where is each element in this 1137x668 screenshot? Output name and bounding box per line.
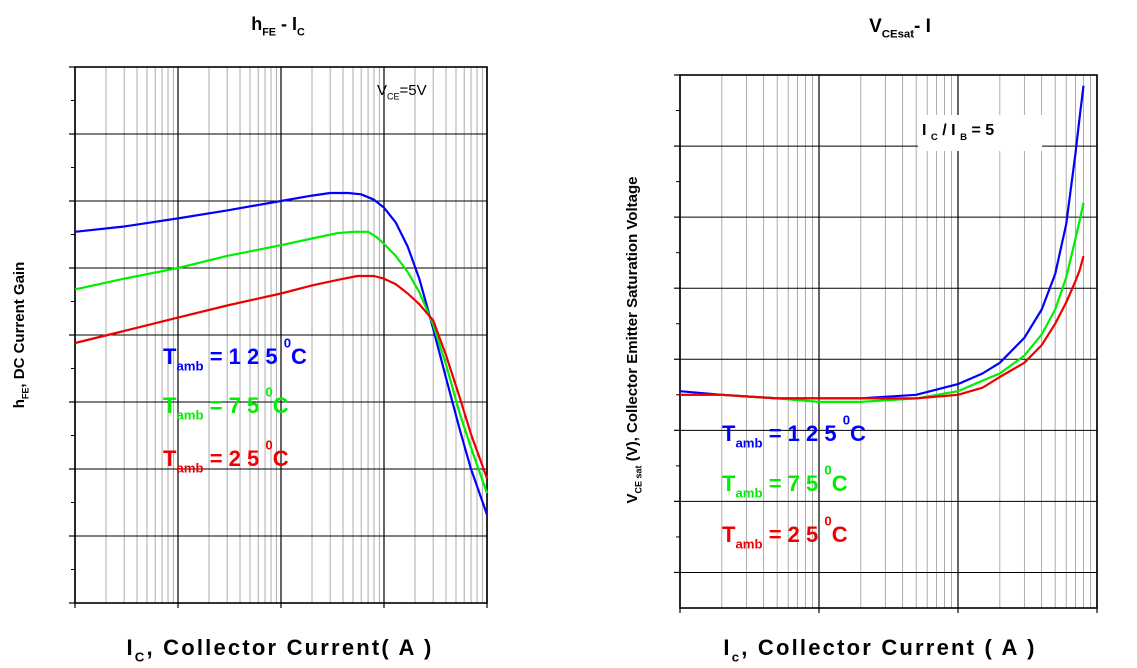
grid (679, 74, 1098, 608)
condition-annotation-part: I (922, 122, 931, 139)
series-line-2 (74, 230, 489, 494)
legend-label-1-part: = 1 2 5 (204, 344, 284, 369)
y-axis-label: hFE, DC Current Gain (11, 262, 31, 409)
legend-label-2: Tamb = 7 5 0C (163, 385, 289, 423)
y-axis-label-part: V (624, 493, 641, 503)
x-axis-label-part: I (126, 635, 134, 660)
legend-label-1-part: 0 (843, 413, 850, 428)
legend-label-2-part: C (832, 471, 848, 496)
legend-label-1-part: 0 (284, 336, 291, 351)
legend-label-3: Tamb = 2 5 0C (163, 438, 289, 476)
chart-title-part: V (869, 16, 882, 37)
condition-annotation-part: =5V (400, 82, 427, 99)
legend-label-3-part: 0 (824, 514, 831, 529)
x-axis-label-part: C (135, 650, 147, 665)
x-axis-label: Ic, Collector Current ( A ) (723, 635, 1036, 665)
legend-label-1: Tamb = 1 2 5 0C (163, 336, 307, 374)
chart-title-part: h (251, 14, 262, 34)
legend-label-1-part: C (291, 344, 307, 369)
legend-label-3-part: C (273, 446, 289, 471)
legend-label-2-part: T (722, 471, 736, 496)
condition-annotation-part: / I (938, 122, 960, 139)
chart-title-part: CEsat (882, 29, 914, 41)
legend-label-2-part: amb (176, 408, 203, 423)
y-axis-label-part: h (11, 399, 28, 408)
legend-label-2-part: 0 (265, 385, 272, 400)
legend-label-1: Tamb = 1 2 5 0C (722, 413, 866, 451)
legend-label-3-part: 0 (265, 438, 272, 453)
y-axis-label-part: FE (21, 388, 31, 400)
chart-title-part: FE (262, 26, 276, 38)
condition-annotation: VCE=5V (377, 82, 427, 102)
legend-label-2-part: 0 (824, 463, 831, 478)
legend-label-2-part: = 7 5 (763, 471, 825, 496)
legend-label-3-part: T (722, 522, 736, 547)
chart-title-part: - I (914, 16, 931, 37)
legend-label-2-part: = 7 5 (204, 393, 266, 418)
condition-annotation: I C / I B = 5 (922, 122, 994, 143)
legend-label-3-part: amb (735, 537, 762, 552)
y-axis-label: VCE sat (V), Collector Emitter Saturatio… (624, 177, 644, 504)
legend-label-1-part: C (850, 421, 866, 446)
condition-annotation-part: C (931, 132, 938, 143)
grid (74, 66, 488, 604)
y-axis-label-part: (V), Collector Emitter Saturation Voltag… (624, 177, 641, 466)
legend-label-1-part: T (163, 344, 177, 369)
legend-label-1-part: amb (735, 436, 762, 451)
series-line-2 (680, 202, 1085, 403)
legend-label-2-part: C (273, 393, 289, 418)
series-line-3 (680, 255, 1085, 400)
legend-label-3-part: = 2 5 (204, 446, 266, 471)
legend-label-3-part: = 2 5 (763, 522, 825, 547)
series-line-1 (74, 191, 489, 515)
legend-label-3-part: T (163, 446, 177, 471)
chart-title: hFE - IC (251, 14, 305, 38)
condition-annotation-part: CE (387, 92, 400, 102)
chart-title: VCEsat- I (869, 16, 931, 41)
legend-label-2-part: amb (735, 486, 762, 501)
legend-label-3: Tamb = 2 5 0C (722, 514, 848, 552)
chart-title-part: C (297, 26, 305, 38)
y-axis-label-part: CE sat (634, 465, 644, 493)
chart-title-part: - I (276, 14, 297, 34)
x-axis-label-part: c (732, 650, 742, 665)
annotation-box (918, 115, 1042, 151)
series-line-3 (74, 274, 489, 479)
x-axis-label-part: , Collector Current ( A ) (741, 635, 1036, 660)
x-axis-label: IC, Collector Current( A ) (126, 635, 433, 665)
legend-label-2-part: T (163, 393, 177, 418)
condition-annotation-part: B (960, 132, 967, 143)
legend-label-3-part: C (832, 522, 848, 547)
plot-frame (679, 74, 1098, 609)
x-axis-label-part: , Collector Current( A ) (146, 635, 433, 660)
legend-label-1-part: amb (176, 359, 203, 374)
y-axis-label-part: , DC Current Gain (11, 262, 28, 388)
legend-label-1-part: = 1 2 5 (763, 421, 843, 446)
legend-label-3-part: amb (176, 461, 203, 476)
legend-label-1-part: T (722, 421, 736, 446)
condition-annotation-part: V (377, 82, 387, 99)
legend-label-2: Tamb = 7 5 0C (722, 463, 848, 501)
x-axis-label-part: I (723, 635, 731, 660)
condition-annotation-part: = 5 (967, 122, 994, 139)
